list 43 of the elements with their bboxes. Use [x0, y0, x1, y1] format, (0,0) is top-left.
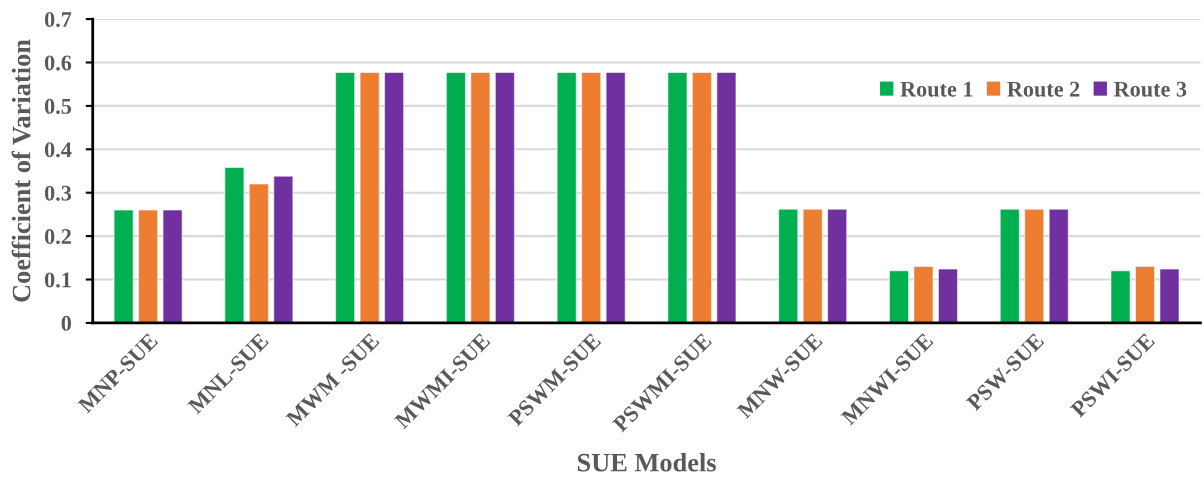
- y-tick-label: 0.5: [44, 98, 72, 114]
- bar: [384, 72, 404, 323]
- y-tick-label: 0.4: [44, 142, 72, 158]
- bar: [113, 209, 134, 323]
- legend-label: Route 3: [1113, 81, 1187, 97]
- bar: [889, 270, 909, 323]
- bar: [446, 72, 466, 323]
- y-tick-label: 0: [61, 315, 72, 331]
- x-axis-title: SUE Models: [577, 452, 716, 472]
- bar: [138, 209, 158, 323]
- bar: [1159, 268, 1180, 323]
- y-axis-title: Coefficient of Variation: [11, 39, 31, 302]
- bar: [273, 175, 294, 323]
- y-tick-label: 0.2: [44, 229, 71, 245]
- bar: [1024, 208, 1045, 323]
- bar: [667, 72, 688, 323]
- y-tick-label: 0.6: [44, 55, 72, 71]
- bar: [1135, 266, 1155, 323]
- bar: [802, 208, 823, 323]
- bar: [224, 167, 245, 323]
- bar: [335, 72, 355, 323]
- bar: [162, 209, 183, 323]
- bar: [556, 72, 577, 323]
- legend-label: Route 2: [1007, 81, 1080, 97]
- bar: [913, 266, 934, 323]
- legend-label: Route 1: [900, 81, 973, 97]
- bar: [470, 72, 491, 323]
- y-tick-label: 0.7: [44, 12, 72, 28]
- bar: [1110, 270, 1131, 323]
- bar: [999, 208, 1020, 323]
- bar: [827, 208, 847, 323]
- bar: [938, 268, 958, 323]
- bar: [359, 72, 380, 323]
- bar: [778, 208, 799, 323]
- bar: [249, 183, 269, 323]
- bar: [605, 72, 626, 323]
- bar: [716, 72, 737, 323]
- y-tick-label: 0.3: [44, 185, 72, 201]
- bar: [692, 72, 712, 323]
- bar: [495, 72, 515, 323]
- y-tick-label: 0.1: [44, 272, 71, 288]
- bar: [581, 72, 601, 323]
- bar: [1048, 208, 1069, 323]
